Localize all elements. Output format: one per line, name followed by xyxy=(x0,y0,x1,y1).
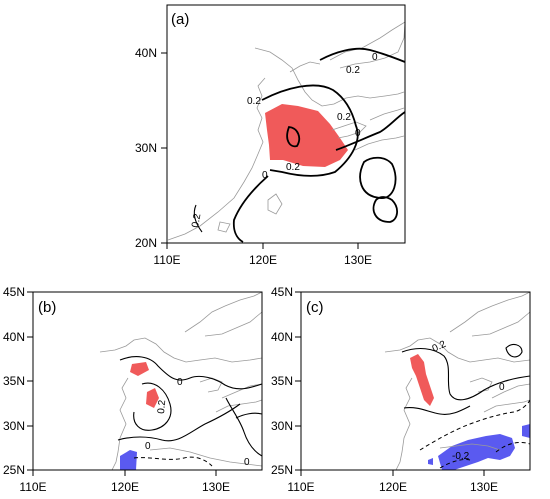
contour-label: 0 xyxy=(499,382,505,393)
contour-label: 0.2 xyxy=(247,96,261,107)
contour-label: 0.2 xyxy=(431,339,449,355)
panel-label: (c) xyxy=(306,299,324,316)
x-tick-label: 120E xyxy=(249,253,277,267)
panel-c: 0.2 0 -0.2 (c) 110E 120E 130E 45N 40N 35… xyxy=(271,285,531,494)
panel-b: 0 0.2 0 0 (b) 110E 120E 130E 45N 40N 35N… xyxy=(3,285,263,494)
y-tick-label: 30N xyxy=(135,141,157,155)
negative-anomaly-region xyxy=(438,434,515,470)
positive-anomaly-region xyxy=(146,388,159,408)
contour-lines xyxy=(117,356,263,467)
y-tick-label: 40N xyxy=(135,46,157,60)
x-tick-label: 110E xyxy=(19,480,46,494)
axis-ticks xyxy=(27,291,217,476)
axis-ticks xyxy=(295,291,485,476)
contour-label: 0 xyxy=(355,128,361,139)
x-tick-label: 130E xyxy=(470,480,498,494)
y-tick-label: 25N xyxy=(3,463,25,477)
panel-a: 0.2 0 0.2 0.2 0 0.2 0 0.2 (a) 110E 120E … xyxy=(135,4,406,267)
x-tick-label: 110E xyxy=(287,480,314,494)
positive-anomaly-region xyxy=(410,354,434,406)
negative-anomaly-region xyxy=(120,450,137,470)
contour-label: 0.2 xyxy=(346,65,360,76)
contour-label: -0.2 xyxy=(452,451,470,462)
contour-label: 0 xyxy=(372,52,378,63)
negative-anomaly-region xyxy=(522,424,530,438)
map-frame xyxy=(166,4,406,244)
y-tick-label: 45N xyxy=(3,285,25,299)
y-tick-label: 45N xyxy=(271,285,293,299)
positive-anomaly-region xyxy=(265,104,348,167)
y-tick-label: 30N xyxy=(271,419,293,433)
x-tick-label: 120E xyxy=(379,480,407,494)
contour-label: 0.2 xyxy=(190,212,203,228)
contour-label: 0 xyxy=(262,170,268,181)
contour-labels: 0 0.2 0 0 xyxy=(145,377,250,468)
contour-label: 0 xyxy=(145,441,151,452)
contour-labels: 0.2 0 0.2 0.2 0 0.2 0 0.2 xyxy=(190,52,378,229)
y-tick-label: 30N xyxy=(3,419,25,433)
y-tick-label: 25N xyxy=(271,463,293,477)
panel-label: (b) xyxy=(38,299,56,316)
coastlines xyxy=(384,291,531,471)
negative-anomaly-region xyxy=(428,458,433,465)
contour-label: 0.2 xyxy=(337,112,351,123)
contour-label: 0.2 xyxy=(156,399,168,414)
axis-ticks xyxy=(161,52,359,249)
panel-label: (a) xyxy=(171,11,189,28)
contour-lines xyxy=(401,343,531,469)
x-tick-label: 130E xyxy=(344,253,372,267)
x-tick-label: 110E xyxy=(153,253,180,267)
contour-labels: 0.2 0 -0.2 xyxy=(431,339,505,462)
y-tick-label: 35N xyxy=(3,374,25,388)
contour-lines xyxy=(193,47,406,243)
y-tick-label: 20N xyxy=(135,236,157,250)
y-tick-label: 35N xyxy=(271,374,293,388)
coastlines xyxy=(99,291,263,471)
contour-label: 0.2 xyxy=(286,162,300,173)
x-tick-label: 120E xyxy=(111,480,139,494)
x-tick-label: 130E xyxy=(202,480,230,494)
contour-label: 0 xyxy=(244,457,250,468)
y-tick-label: 40N xyxy=(271,330,293,344)
positive-anomaly-region xyxy=(130,362,149,376)
y-tick-label: 40N xyxy=(3,330,25,344)
contour-label: 0 xyxy=(177,377,183,388)
